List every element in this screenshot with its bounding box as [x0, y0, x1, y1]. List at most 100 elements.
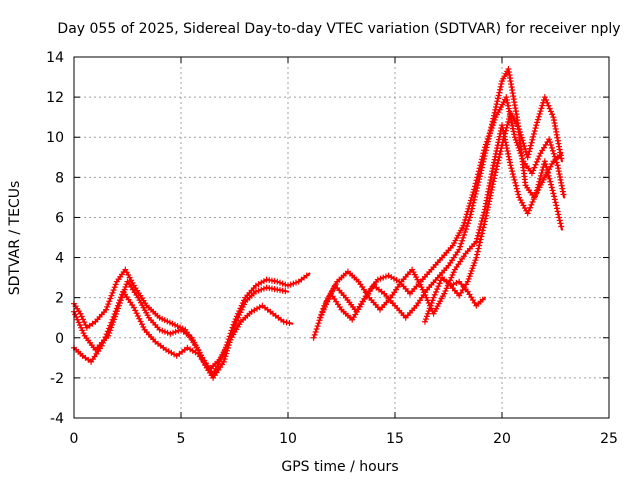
- data-point: [533, 190, 540, 197]
- data-point: [491, 172, 498, 179]
- data-point: [479, 227, 486, 234]
- data-point: [491, 175, 498, 182]
- data-point: [506, 159, 513, 166]
- data-point: [252, 288, 259, 295]
- data-point: [543, 96, 550, 103]
- data-point: [551, 196, 558, 203]
- data-point: [140, 323, 147, 330]
- data-point: [547, 139, 554, 146]
- data-point: [541, 158, 548, 165]
- data-point: [255, 287, 262, 294]
- data-point: [521, 143, 528, 150]
- data-point: [496, 86, 503, 93]
- data-point: [286, 320, 293, 327]
- data-point: [462, 229, 469, 236]
- x-tick-label: 15: [386, 431, 404, 447]
- data-point: [422, 291, 429, 298]
- data-point: [493, 166, 500, 173]
- data-point: [494, 163, 501, 170]
- data-point: [422, 316, 429, 323]
- data-point: [130, 304, 137, 311]
- data-point: [476, 239, 483, 246]
- data-point: [537, 175, 544, 182]
- y-tick-label: 2: [55, 291, 64, 307]
- data-point: [475, 245, 482, 252]
- data-point: [549, 111, 556, 118]
- data-point: [485, 201, 492, 208]
- data-point: [474, 182, 481, 189]
- chart-title: Day 055 of 2025, Sidereal Day-to-day VTE…: [57, 21, 620, 37]
- data-point: [443, 285, 450, 292]
- data-point: [501, 133, 508, 140]
- data-point: [474, 235, 481, 242]
- data-point: [491, 109, 498, 116]
- data-point: [530, 130, 537, 137]
- data-point: [108, 319, 115, 326]
- data-point: [172, 328, 179, 335]
- data-point: [313, 326, 320, 333]
- data-point: [487, 127, 494, 134]
- data-point: [110, 313, 117, 320]
- data-point: [504, 147, 511, 154]
- data-point: [434, 286, 441, 293]
- data-point: [509, 168, 516, 175]
- data-point: [423, 313, 430, 320]
- data-point: [496, 151, 503, 158]
- data-point: [546, 175, 553, 182]
- data-point: [491, 156, 498, 163]
- data-point: [72, 311, 79, 318]
- data-point: [458, 240, 465, 247]
- data-point: [312, 328, 319, 335]
- data-point: [82, 321, 89, 328]
- data-point: [232, 316, 239, 323]
- data-point: [517, 131, 524, 138]
- data-point: [495, 157, 502, 164]
- data-point: [380, 274, 387, 281]
- data-point: [469, 202, 476, 209]
- data-point: [538, 105, 545, 112]
- data-point: [424, 310, 431, 317]
- x-tick-label: 20: [493, 431, 511, 447]
- data-point: [505, 150, 512, 157]
- data-point: [283, 319, 290, 326]
- data-point: [543, 164, 550, 171]
- data-point: [480, 158, 487, 165]
- data-point: [470, 262, 477, 269]
- data-point: [474, 248, 481, 255]
- data-point: [493, 101, 500, 108]
- data-point: [421, 289, 428, 296]
- data-point: [488, 186, 495, 193]
- data-point: [282, 288, 289, 295]
- data-point: [469, 265, 476, 272]
- data-point: [475, 229, 482, 236]
- data-point: [494, 98, 501, 105]
- data-point: [486, 132, 493, 139]
- data-point: [486, 129, 493, 136]
- data-point: [503, 94, 510, 101]
- data-point: [78, 324, 85, 331]
- data-point: [469, 205, 476, 212]
- data-point: [531, 164, 538, 171]
- x-tick-label: 10: [279, 431, 297, 447]
- data-point: [503, 124, 510, 131]
- data-point: [558, 155, 565, 162]
- data-point: [481, 221, 488, 228]
- data-point: [547, 178, 554, 185]
- data-point: [459, 237, 466, 244]
- data-point: [509, 171, 516, 178]
- ticks: 0 5 10 15 20 25 -4 -2 0 2 4 6 8 10 12 14: [46, 50, 618, 447]
- data-point: [470, 199, 477, 206]
- data-point: [489, 118, 496, 125]
- data-point: [490, 162, 497, 169]
- data-point: [75, 319, 82, 326]
- data-point: [280, 318, 287, 325]
- data-point: [515, 191, 522, 198]
- data-point: [463, 223, 470, 230]
- data-point: [228, 327, 235, 334]
- data-point: [78, 313, 85, 320]
- data-point: [101, 337, 108, 344]
- data-point: [499, 122, 505, 129]
- data-point: [550, 190, 557, 197]
- data-point: [484, 138, 491, 145]
